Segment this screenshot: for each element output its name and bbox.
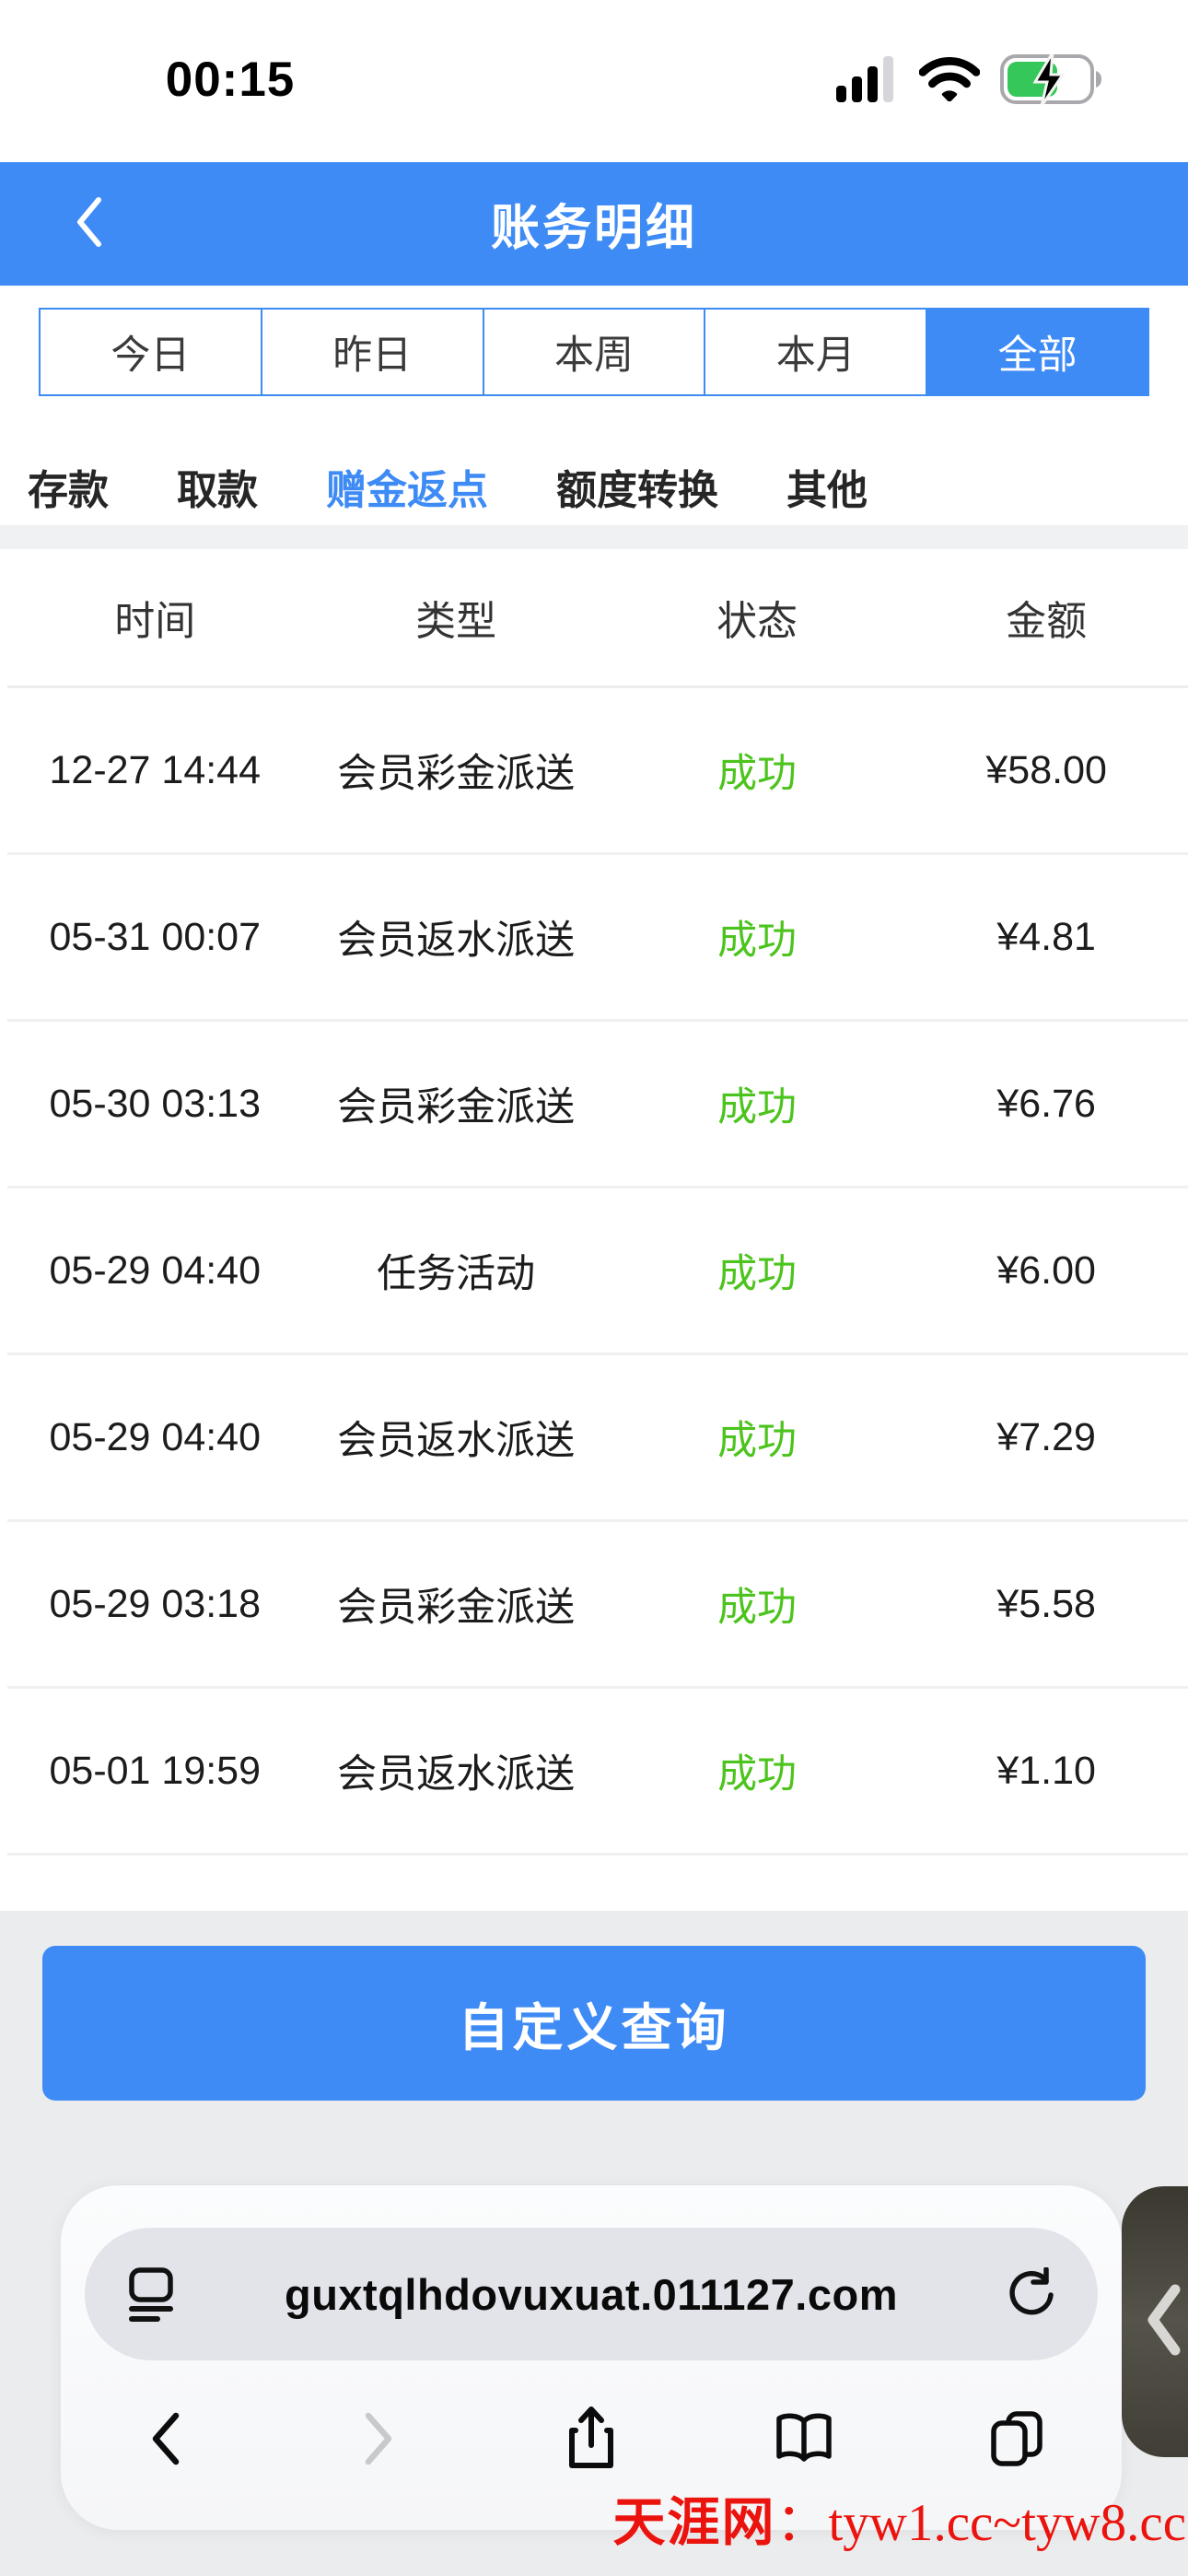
chevron-left-icon	[69, 193, 110, 256]
cell-status: 成功	[717, 919, 798, 963]
app-header: 账务明细	[0, 162, 1188, 286]
col-type: 类型	[415, 599, 497, 644]
cell-time: 05-30 03:13	[49, 1081, 262, 1126]
cell-status: 成功	[717, 1419, 798, 1463]
filter-withdrawal[interactable]: 取款	[177, 468, 258, 513]
page-title: 账务明细	[491, 201, 697, 255]
bookmarks-icon[interactable]	[767, 2406, 841, 2471]
tab-today[interactable]: 今日	[111, 334, 191, 378]
custom-query-button[interactable]: 自定义查询	[42, 1946, 1146, 2101]
cell-type: 会员返水派送	[337, 1419, 576, 1463]
table-row[interactable]: 05-29 03:18 会员彩金派送 成功 ¥5.58	[7, 1522, 1188, 1689]
url-text: guxtqlhdovuxuat.011127.com	[285, 2269, 898, 2319]
cell-time: 12-27 14:44	[49, 747, 262, 792]
table-row[interactable]: 05-30 03:13 会员彩金派送 成功 ¥6.76	[7, 1022, 1188, 1188]
browser-back-button[interactable]	[129, 2406, 203, 2471]
cell-status: 成功	[717, 1752, 798, 1797]
filter-quota-transfer[interactable]: 额度转换	[556, 468, 718, 513]
cell-amount: ¥6.00	[996, 1247, 1096, 1293]
table-row[interactable]: 05-29 04:40 会员返水派送 成功 ¥7.29	[7, 1355, 1188, 1522]
back-button[interactable]	[48, 162, 131, 286]
col-time: 时间	[114, 599, 196, 644]
cell-type: 任务活动	[377, 1252, 536, 1296]
cell-time: 05-29 03:18	[49, 1581, 262, 1626]
cell-amount: ¥6.76	[996, 1081, 1096, 1126]
cellular-signal-icon	[836, 55, 899, 107]
cell-time: 05-01 19:59	[49, 1748, 262, 1793]
watermark-urls: tyw1.cc~tyw8.cc	[828, 2494, 1186, 2552]
share-icon[interactable]	[554, 2406, 628, 2471]
col-status: 状态	[716, 599, 798, 644]
safari-bottom-bar: guxtqlhdovuxuat.011127.com	[61, 2185, 1122, 2530]
cell-amount: ¥1.10	[996, 1748, 1096, 1793]
cell-time: 05-29 04:40	[49, 1247, 262, 1293]
table-row[interactable]: 05-31 00:07 会员返水派送 成功 ¥4.81	[7, 855, 1188, 1022]
status-icons	[836, 51, 1103, 109]
cell-time: 05-29 04:40	[49, 1414, 262, 1459]
type-filter-row: 存款 取款 赠金返点 额度转换 其他	[28, 459, 1160, 514]
status-bar: 00:15	[0, 0, 1188, 162]
cell-status: 成功	[717, 1586, 798, 1630]
cell-type: 会员彩金派送	[337, 1085, 576, 1130]
status-clock: 00:15	[165, 53, 296, 107]
date-range-tabs: 今日 昨日 本周 本月 全部	[39, 308, 1149, 396]
cell-status: 成功	[717, 752, 798, 796]
wifi-icon	[918, 56, 981, 106]
cell-type: 会员返水派送	[337, 919, 576, 963]
watermark-text: 天涯网：tyw1.cc~tyw8.cc	[612, 2480, 1186, 2556]
table-row[interactable]: 05-01 19:59 会员返水派送 成功 ¥1.10	[7, 1689, 1188, 1856]
cell-amount: ¥4.81	[996, 914, 1096, 959]
cell-status: 成功	[717, 1085, 798, 1130]
browser-forward-button[interactable]	[342, 2406, 415, 2471]
cell-amount: ¥5.58	[996, 1581, 1096, 1626]
cell-amount: ¥58.00	[985, 747, 1107, 792]
cell-type: 会员返水派送	[337, 1752, 576, 1797]
tab-yesterday[interactable]: 昨日	[260, 310, 483, 394]
cell-type: 会员彩金派送	[337, 1586, 576, 1630]
filter-other[interactable]: 其他	[786, 468, 868, 513]
tab-this-month[interactable]: 本月	[704, 310, 926, 394]
tab-this-week[interactable]: 本周	[482, 310, 705, 394]
cell-time: 05-31 00:07	[49, 914, 262, 959]
table-header: 时间 类型 状态 金额	[7, 549, 1188, 688]
watermark-separator: ：	[775, 2494, 829, 2552]
cell-type: 会员彩金派送	[337, 752, 576, 796]
transactions-table: 时间 类型 状态 金额 12-27 14:44 会员彩金派送 成功 ¥58.00…	[0, 549, 1188, 1856]
floating-tab-handle[interactable]	[1122, 2186, 1188, 2457]
table-row[interactable]: 05-29 04:40 任务活动 成功 ¥6.00	[7, 1188, 1188, 1355]
cell-status: 成功	[717, 1252, 798, 1296]
reload-icon[interactable]	[1006, 2228, 1055, 2360]
reader-view-icon[interactable]	[129, 2228, 173, 2360]
battery-charging-icon	[1000, 51, 1103, 109]
address-bar[interactable]: guxtqlhdovuxuat.011127.com	[85, 2228, 1098, 2360]
safari-toolbar	[61, 2406, 1122, 2471]
filter-deposit[interactable]: 存款	[28, 468, 109, 513]
tabs-icon[interactable]	[980, 2406, 1054, 2471]
col-amount: 金额	[1006, 599, 1088, 644]
section-divider	[0, 525, 1188, 549]
cell-amount: ¥7.29	[996, 1414, 1096, 1459]
tab-all[interactable]: 全部	[926, 310, 1147, 394]
chevron-left-icon	[1122, 2280, 1184, 2364]
table-row[interactable]: 12-27 14:44 会员彩金派送 成功 ¥58.00	[7, 688, 1188, 855]
watermark-brand: 天涯网	[612, 2494, 776, 2552]
filter-bonus-rebate[interactable]: 赠金返点	[326, 468, 488, 513]
